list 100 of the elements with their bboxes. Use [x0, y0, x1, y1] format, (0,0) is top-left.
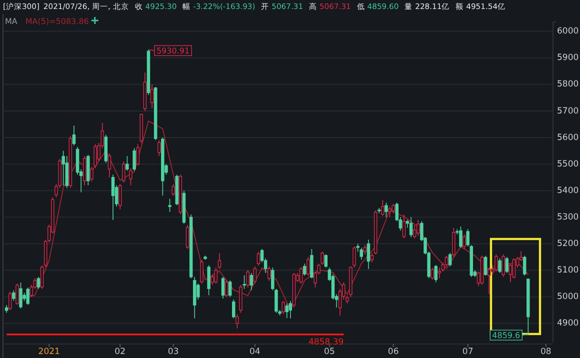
candlestick — [310, 248, 314, 279]
y-tick-label: 5500 — [557, 159, 579, 170]
candlestick — [452, 227, 456, 258]
candlestick — [253, 266, 257, 284]
candlestick — [256, 251, 260, 266]
y-tick-label: 5600 — [557, 132, 579, 143]
y-tick-label: 5400 — [557, 186, 579, 196]
candlestick — [158, 140, 161, 157]
text: 4859.6 — [492, 331, 520, 340]
candlestick — [505, 256, 508, 274]
candlestick — [324, 254, 328, 268]
data-label: 4858.39 — [308, 337, 344, 348]
candlestick — [172, 184, 175, 196]
candlestick — [136, 144, 140, 166]
candlestick — [118, 184, 122, 210]
x-tick-label: 08 — [540, 347, 552, 357]
candlestick — [246, 270, 250, 288]
candlestick — [111, 174, 115, 220]
text: MA(5)=5083.86 — [25, 17, 89, 26]
candlestick — [508, 263, 512, 283]
candlestick — [94, 144, 97, 168]
candlestick — [282, 300, 285, 315]
candlestick — [320, 251, 324, 266]
x-tick-label: 05 — [324, 347, 335, 357]
y-tick-label: 6000 — [557, 26, 579, 37]
candlestick — [384, 202, 388, 218]
candlestick — [36, 276, 40, 290]
y-tick-label: 4900 — [557, 318, 579, 329]
candlestick — [498, 258, 502, 274]
candlestick — [16, 283, 19, 306]
candlestick — [306, 256, 310, 276]
candlestick — [360, 247, 364, 260]
candlestick — [522, 255, 526, 276]
candlestick — [299, 266, 303, 284]
candlestick — [200, 259, 204, 284]
candlestick — [388, 206, 392, 218]
candlestick — [224, 279, 228, 298]
candlestick — [108, 153, 112, 178]
candlestick — [126, 156, 129, 172]
candlestick — [494, 254, 498, 272]
y-tick-label: 5900 — [557, 53, 579, 64]
candlestick — [466, 228, 470, 247]
candlestick — [409, 216, 413, 238]
candlestick — [484, 255, 488, 276]
y-tick-label: 5000 — [557, 292, 579, 302]
candlestick — [288, 300, 292, 319]
candlestick — [239, 284, 242, 314]
candlestick — [122, 161, 126, 184]
candlestick — [402, 214, 406, 239]
x-tick-label: 03 — [168, 347, 179, 357]
candlestick — [434, 264, 438, 283]
candlestick — [381, 200, 384, 216]
candlestick — [40, 265, 44, 290]
candlestick — [412, 224, 416, 239]
candlestick — [62, 150, 65, 186]
candlestick — [366, 239, 370, 270]
y-tick-label: 5800 — [557, 80, 579, 90]
candlestick — [448, 252, 452, 267]
candlestick — [82, 156, 86, 186]
candlestick — [462, 234, 466, 250]
y-tick-label: 5100 — [557, 266, 579, 276]
candlestick — [392, 204, 395, 214]
candlestick — [12, 290, 16, 302]
candlestick — [150, 84, 154, 109]
candlestick — [502, 254, 505, 278]
candlestick — [129, 168, 132, 186]
candlestick — [8, 291, 12, 311]
candlestick — [416, 219, 420, 236]
candlestick — [72, 125, 76, 146]
candlestick — [285, 303, 288, 318]
candlestick — [250, 272, 254, 291]
candlestick — [26, 287, 30, 306]
x-tick-label: 06 — [388, 347, 399, 357]
candlestick — [228, 280, 232, 298]
candlestick — [488, 267, 491, 295]
candlestick — [232, 299, 236, 319]
candlestick — [19, 282, 22, 309]
candlestick — [512, 258, 516, 279]
text: 5930.91 — [156, 46, 190, 56]
candlestick — [271, 267, 274, 291]
x-tick-label: 2021 — [38, 347, 60, 357]
candlestick — [186, 224, 190, 250]
candlestick — [268, 266, 271, 282]
y-tick-label: 5700 — [557, 106, 579, 116]
candlestick — [363, 244, 367, 255]
candlestick — [274, 288, 278, 314]
y-tick-label: 5300 — [557, 212, 579, 223]
candlestick — [221, 276, 225, 299]
candlestick — [218, 252, 222, 270]
y-tick-label: 5200 — [557, 239, 579, 250]
candlestick — [214, 267, 218, 284]
candlestick — [302, 263, 306, 276]
candlestick — [207, 264, 210, 296]
legend-title: MA — [5, 17, 18, 26]
candlestick — [236, 314, 239, 329]
candlestick — [132, 148, 136, 172]
candlestick — [430, 267, 434, 280]
candlestick — [459, 226, 462, 248]
x-tick-label: 04 — [250, 347, 260, 357]
x-tick-label: 07 — [462, 347, 474, 357]
